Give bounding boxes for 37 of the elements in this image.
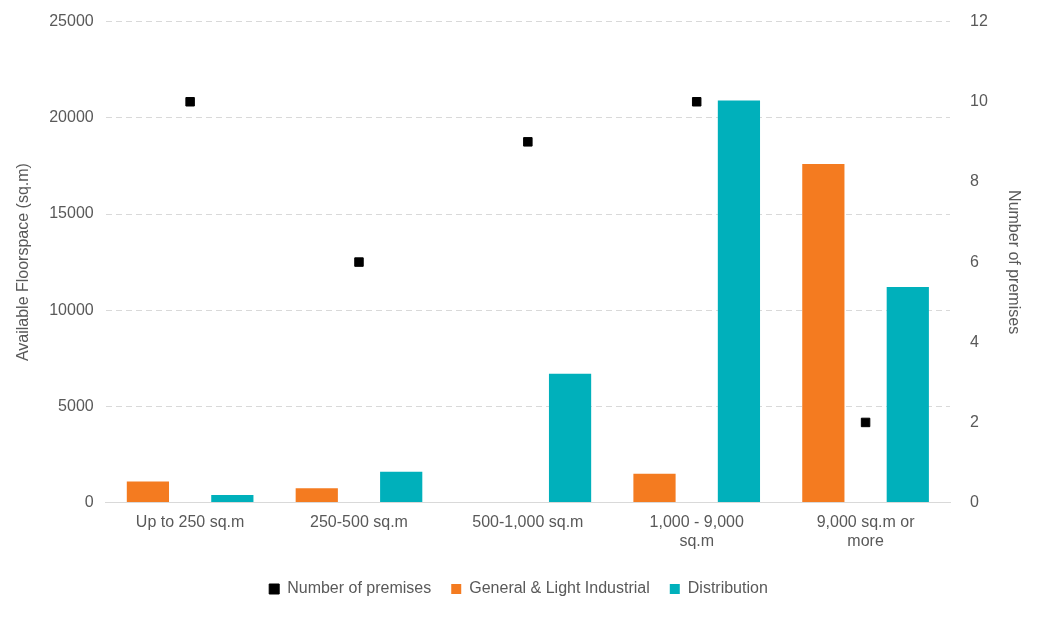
point [691,97,702,107]
y2-axis-title: Number of premises [1005,190,1023,335]
y-axis-title: Available Floorspace (sq.m) [14,163,32,362]
y2-tick-label: 0 [970,493,979,511]
y2-tick-label: 4 [970,332,979,350]
point [860,417,871,428]
y-tick-label: 25000 [49,12,94,30]
legend-label: Number of premises [287,579,432,597]
x-tick-label: Up to 250 sq.m [135,512,245,530]
y-tick-label: 10000 [49,300,94,318]
bar [126,481,170,503]
point [354,257,364,267]
bar [380,471,423,503]
legend-label: General & Light Industrial [469,579,650,597]
y-tick-label: 0 [84,493,94,511]
bar [548,373,592,503]
x-tick-label: 500-1,000 sq.m [472,512,584,530]
bar [886,287,929,503]
x-tick-label: 250-500 sq.m [310,512,408,530]
x-tick-label: 9,000 sq.m or more [816,512,916,549]
y2-tick-label: 10 [970,92,988,110]
bar [802,163,845,503]
y2-tick-label: 2 [970,412,979,430]
legend-label: Distribution [687,579,768,597]
bar [295,488,338,503]
point [523,137,533,147]
y-tick-label: 5000 [58,396,94,414]
point [185,97,195,107]
bar [717,100,761,503]
bar [211,494,254,503]
y2-tick-label: 8 [970,172,979,190]
y-tick-label: 20000 [49,108,94,126]
y2-tick-label: 12 [970,12,988,30]
y-tick-label: 15000 [49,204,94,222]
bar [633,473,676,503]
x-tick-label: 1,000 - 9,000 sq.m [649,512,744,549]
y2-tick-label: 6 [970,252,979,270]
